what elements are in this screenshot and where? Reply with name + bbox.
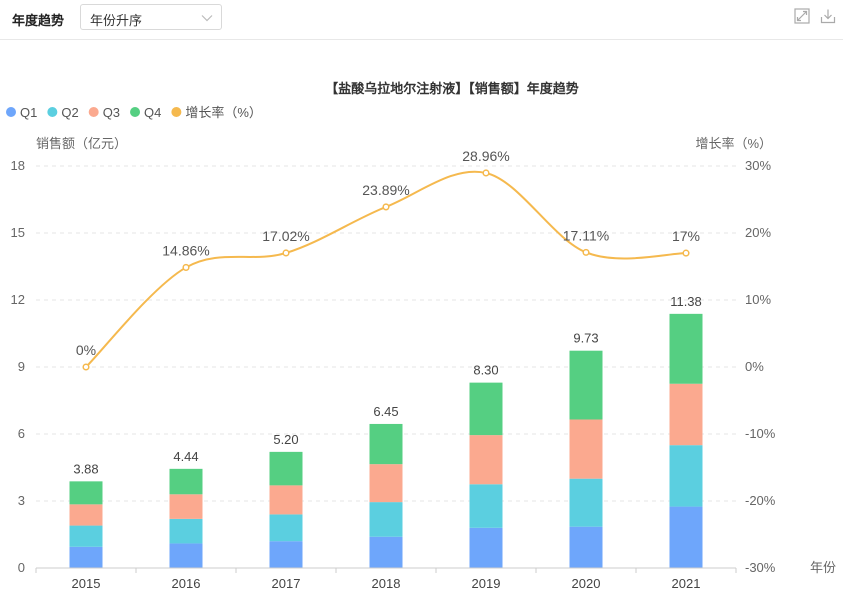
growth-label: 17.11%	[563, 227, 609, 243]
growth-point	[382, 203, 390, 211]
bar-q3-2021	[669, 383, 703, 446]
bar-total-label: 5.20	[273, 432, 298, 447]
top-toolbar: 年度趋势 年份升序	[0, 0, 843, 40]
bar-q3-2015	[69, 504, 103, 526]
legend-item-label: Q2	[61, 105, 78, 120]
y-tick-label: 6	[18, 426, 25, 441]
bar-q1-2015	[69, 546, 103, 568]
y2-tick-label: 30%	[745, 158, 771, 173]
legend-item-label: 增长率（%）	[185, 105, 262, 120]
growth-point	[682, 249, 690, 257]
growth-label: 17%	[672, 228, 700, 244]
x-tick-label: 2018	[372, 576, 401, 591]
bar-q2-2019	[469, 484, 503, 528]
bar-q3-2017	[269, 485, 303, 515]
y2-axis-ticks: -30% -20% -10% 0% 10% 20% 30%	[745, 158, 776, 575]
legend-item-label: Q3	[103, 105, 120, 120]
y2-tick-label: 10%	[745, 292, 771, 307]
chevron-down-icon	[201, 15, 213, 22]
bar-total-label: 3.88	[73, 461, 98, 476]
chart-title: 【盐酸乌拉地尔注射液】【销售额】年度趋势	[325, 81, 579, 96]
y2-tick-label: 0%	[745, 359, 764, 374]
bar-total-label: 9.73	[573, 331, 598, 346]
growth-point	[82, 363, 90, 371]
y2-tick-label: -10%	[745, 426, 776, 441]
growth-label: 23.89%	[362, 182, 409, 198]
growth-label: 28.96%	[462, 148, 509, 164]
legend-marker	[6, 107, 16, 117]
bar-q1-2017	[269, 541, 303, 568]
legend-marker	[47, 107, 58, 117]
y-tick-label: 0	[18, 560, 25, 575]
growth-point	[582, 248, 590, 256]
bar-total-label: 8.30	[473, 363, 498, 378]
bar-q2-2021	[669, 445, 703, 507]
y-tick-label: 18	[11, 158, 25, 173]
legend-marker	[171, 107, 182, 117]
bar-q4-2018	[369, 423, 403, 465]
stacked-bars	[69, 313, 703, 568]
bar-q1-2020	[569, 526, 603, 568]
bar-q4-2019	[469, 382, 503, 436]
growth-line: 0% 14.86% 17.02% 23.89% 28.96% 17.11% 17%	[76, 148, 700, 371]
bar-q3-2016	[169, 494, 203, 519]
bar-total-label: 11.38	[670, 294, 702, 309]
growth-label: 17.02%	[262, 228, 309, 244]
bar-total-label: 6.45	[373, 404, 398, 419]
total-labels: 3.88 4.44 5.20 6.45 8.30 9.73 11.38	[73, 294, 701, 477]
growth-point	[282, 249, 290, 257]
sort-select-value: 年份升序	[90, 13, 143, 28]
bar-q1-2018	[369, 536, 403, 568]
chart-area: 【盐酸乌拉地尔注射液】【销售额】年度趋势 Q1 Q2 Q3 Q4 增长率（%） 销售额（…	[6, 81, 836, 591]
legend: Q1 Q2 Q3 Q4 增长率（%）	[6, 105, 262, 120]
growth-label: 0%	[76, 342, 96, 358]
x-tick-label: 2015	[72, 576, 101, 591]
x-axis: 2015 2016 2017 2018 2019 2020 2021	[35, 567, 737, 591]
y2-tick-label: -30%	[745, 560, 776, 575]
bar-q1-2016	[169, 543, 203, 568]
growth-point	[482, 169, 490, 177]
bar-q4-2016	[169, 468, 203, 495]
bar-q3-2019	[469, 435, 503, 485]
bar-q4-2015	[69, 481, 103, 505]
bar-q4-2020	[569, 350, 603, 420]
legend-item-label: Q4	[144, 105, 161, 120]
x-axis-title: 年份	[810, 560, 836, 575]
bar-q2-2015	[69, 525, 103, 547]
x-tick-label: 2017	[272, 576, 301, 591]
y-tick-label: 15	[11, 225, 25, 240]
y-tick-label: 12	[11, 292, 25, 307]
growth-label: 14.86%	[162, 242, 209, 258]
bar-q2-2020	[569, 478, 603, 527]
bar-q1-2021	[669, 506, 703, 568]
y-tick-label: 3	[18, 493, 25, 508]
section-label: 年度趋势	[12, 13, 65, 28]
growth-point	[182, 263, 190, 271]
y-axis-title: 销售额（亿元）	[36, 136, 127, 151]
bar-q2-2016	[169, 518, 203, 544]
y2-axis-title: 增长率（%）	[695, 136, 772, 151]
x-tick-label: 2020	[572, 576, 601, 591]
bar-q4-2021	[669, 313, 703, 384]
legend-item-label: Q1	[20, 105, 37, 120]
sort-select[interactable]: 年份升序	[80, 4, 222, 30]
y2-tick-label: 20%	[745, 225, 771, 240]
bar-total-label: 4.44	[173, 449, 198, 464]
bar-q4-2017	[269, 451, 303, 486]
y-tick-label: 9	[18, 359, 25, 374]
bar-q3-2018	[369, 464, 403, 503]
x-tick-label: 2021	[672, 576, 701, 591]
bar-q2-2018	[369, 502, 403, 537]
legend-marker	[88, 107, 99, 117]
bar-q2-2017	[269, 514, 303, 542]
download-icon[interactable]	[820, 8, 836, 24]
bar-q1-2019	[469, 527, 503, 568]
y-axis-ticks: 0 3 6 9 12 15 18	[11, 158, 25, 575]
x-tick-label: 2019	[472, 576, 501, 591]
expand-icon[interactable]	[794, 8, 810, 24]
bar-q3-2020	[569, 419, 603, 479]
x-tick-label: 2016	[172, 576, 201, 591]
legend-marker	[130, 107, 141, 117]
y2-tick-label: -20%	[745, 493, 776, 508]
